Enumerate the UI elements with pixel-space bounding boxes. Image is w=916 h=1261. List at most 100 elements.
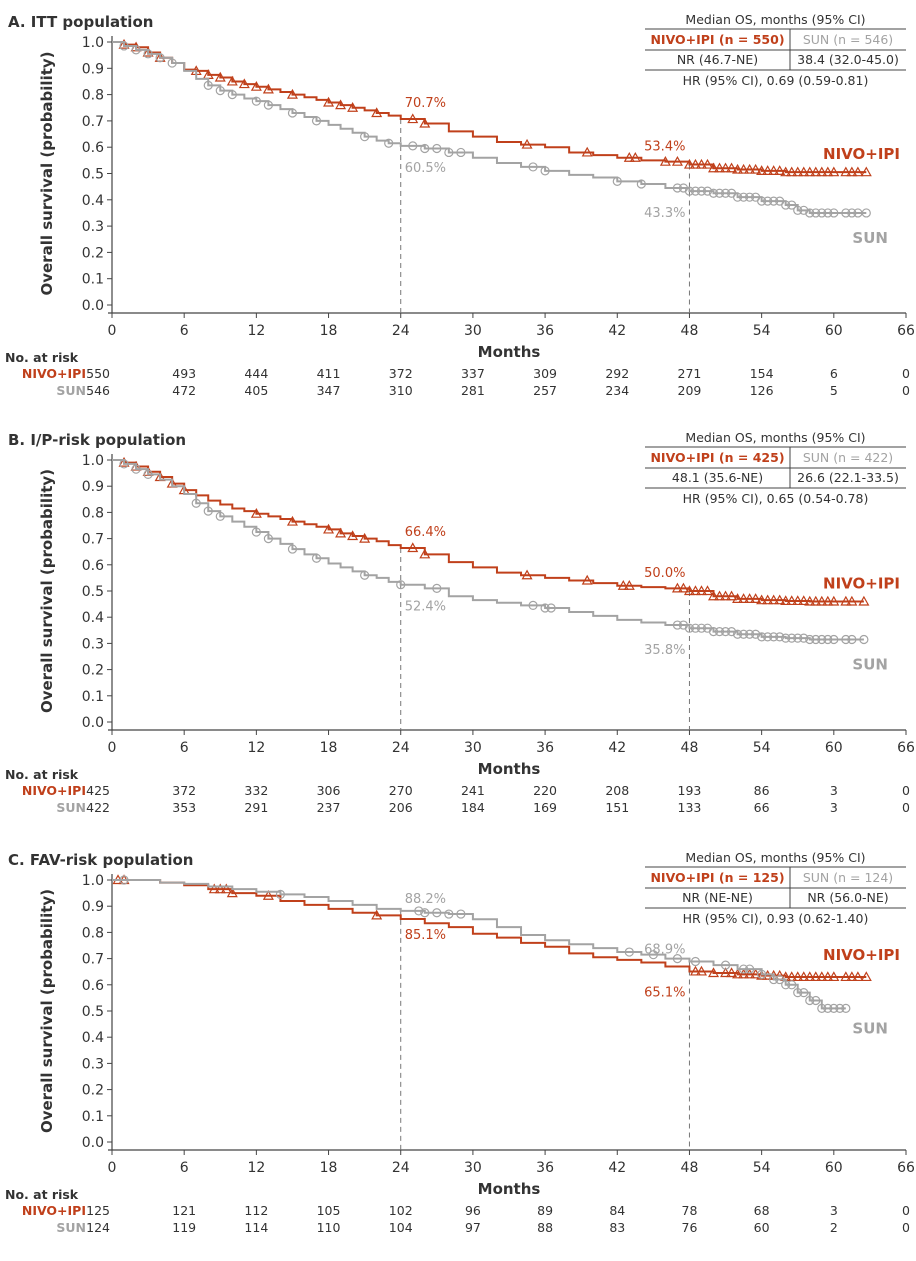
table-header: Median OS, months (95% CI) bbox=[685, 12, 865, 27]
censor-mark-sun bbox=[251, 96, 261, 106]
y-tick-label: 0.7 bbox=[82, 114, 104, 130]
annotation-nivo-ipi-24mo: 85.1% bbox=[405, 928, 446, 943]
series-end-label-sun: SUN bbox=[852, 229, 888, 247]
y-tick-label: 0.8 bbox=[82, 925, 104, 941]
x-tick-label: 30 bbox=[464, 323, 482, 339]
at-risk-count: 124 bbox=[86, 1220, 110, 1235]
at-risk-count: 372 bbox=[389, 366, 413, 381]
censor-mark-nivo-ipi bbox=[623, 580, 635, 590]
censor-mark-sun bbox=[432, 908, 442, 918]
censor-mark-sun bbox=[835, 1003, 845, 1013]
censor-mark-sun bbox=[811, 634, 821, 645]
x-tick-label: 36 bbox=[536, 323, 554, 339]
table-sun-label: SUN (n = 422) bbox=[803, 450, 893, 465]
at-risk-count: 114 bbox=[244, 1220, 268, 1235]
at-risk-count: 60 bbox=[754, 1220, 770, 1235]
censor-mark-nivo-ipi bbox=[840, 595, 852, 606]
at-risk-count: 2 bbox=[830, 1220, 838, 1235]
censor-mark-sun bbox=[861, 208, 871, 218]
censor-mark-sun bbox=[456, 909, 466, 919]
panel-1: A. ITT population Overall survival (proba… bbox=[5, 12, 915, 398]
censor-mark-sun bbox=[847, 634, 857, 645]
censor-mark-nivo-ipi bbox=[786, 166, 798, 177]
censor-mark-nivo-ipi bbox=[262, 889, 274, 900]
censor-mark-nivo-ipi bbox=[816, 595, 828, 606]
censor-mark-sun bbox=[817, 634, 827, 645]
y-tick-label: 0.0 bbox=[82, 298, 104, 314]
censor-mark-nivo-ipi bbox=[335, 527, 347, 538]
censor-mark-sun bbox=[787, 980, 797, 990]
x-tick-label: 18 bbox=[320, 1160, 338, 1176]
y-tick-label: 0.3 bbox=[82, 636, 104, 652]
censor-mark-nivo-ipi bbox=[419, 117, 431, 128]
x-tick-label: 48 bbox=[681, 1160, 699, 1176]
censor-mark-sun bbox=[155, 53, 165, 63]
censor-mark-sun bbox=[684, 186, 695, 196]
censor-mark-nivo-ipi bbox=[860, 166, 872, 177]
censor-mark-sun bbox=[805, 995, 815, 1006]
annotation-sun-24mo: 52.4% bbox=[405, 600, 446, 615]
censor-mark-sun bbox=[817, 1003, 827, 1013]
x-axis-label: Months bbox=[478, 1180, 541, 1198]
y-tick-label: 1.0 bbox=[82, 453, 104, 469]
censor-mark-sun bbox=[696, 623, 707, 633]
x-tick-label: 42 bbox=[608, 740, 626, 756]
x-tick-label: 18 bbox=[320, 740, 338, 756]
at-risk-count: 84 bbox=[609, 1203, 625, 1218]
censor-mark-sun bbox=[823, 208, 833, 218]
censor-mark-nivo-ipi bbox=[714, 590, 726, 601]
censor-mark-nivo-ipi bbox=[816, 971, 828, 982]
censor-mark-sun bbox=[720, 627, 731, 637]
table-nivo-ipi-label: NIVO+IPI (n = 425) bbox=[650, 450, 784, 465]
censor-mark-nivo-ipi bbox=[846, 971, 858, 982]
y-axis-label: Overall survival (probability) bbox=[38, 51, 56, 295]
censor-mark-sun bbox=[191, 498, 201, 508]
y-tick-label: 0.0 bbox=[82, 715, 104, 731]
panel-title: C. FAV-risk population bbox=[8, 851, 193, 869]
censor-mark-sun bbox=[119, 875, 129, 885]
censor-mark-nivo-ipi bbox=[720, 967, 732, 978]
censor-mark-nivo-ipi bbox=[720, 590, 732, 601]
censor-mark-nivo-ipi bbox=[726, 590, 738, 601]
table-hazard-ratio: HR (95% CI), 0.69 (0.59-0.81) bbox=[683, 73, 869, 88]
y-tick-label: 1.0 bbox=[82, 35, 104, 51]
series-line-nivo-ipi bbox=[112, 879, 867, 978]
annotation-nivo-ipi-48mo: 65.1% bbox=[644, 985, 685, 1000]
annotation-sun-24mo: 88.2% bbox=[405, 892, 446, 907]
censor-mark-nivo-ipi bbox=[822, 971, 834, 982]
censor-mark-sun bbox=[781, 200, 791, 210]
censor-mark-nivo-ipi bbox=[286, 88, 298, 99]
x-tick-label: 54 bbox=[753, 323, 771, 339]
table-hazard-ratio: HR (95% CI), 0.65 (0.54-0.78) bbox=[683, 491, 869, 506]
censor-mark-sun bbox=[672, 953, 683, 964]
censor-mark-nivo-ipi bbox=[828, 971, 840, 982]
at-risk-count: 0 bbox=[902, 800, 910, 815]
censor-mark-nivo-ipi bbox=[208, 883, 220, 894]
at-risk-count: 184 bbox=[461, 800, 485, 815]
censor-mark-nivo-ipi bbox=[701, 158, 714, 169]
censor-mark-nivo-ipi bbox=[707, 162, 720, 173]
at-risk-count: 121 bbox=[172, 1203, 196, 1218]
censor-mark-nivo-ipi bbox=[858, 595, 870, 606]
panel-title: A. ITT population bbox=[8, 13, 153, 31]
censor-mark-sun bbox=[432, 143, 442, 154]
at-risk-count: 96 bbox=[465, 1203, 481, 1218]
x-tick-label: 66 bbox=[897, 740, 915, 756]
y-tick-label: 0.2 bbox=[82, 663, 104, 679]
censor-mark-nivo-ipi bbox=[695, 585, 708, 596]
at-risk-count: 292 bbox=[605, 366, 629, 381]
censor-mark-nivo-ipi bbox=[521, 138, 533, 149]
censor-mark-nivo-ipi bbox=[852, 971, 864, 982]
censor-mark-sun bbox=[408, 141, 418, 151]
censor-mark-sun bbox=[528, 162, 538, 172]
series-line-sun bbox=[112, 41, 867, 214]
y-tick-label: 0.7 bbox=[82, 532, 104, 548]
series-end-label-sun: SUN bbox=[852, 655, 888, 673]
censor-mark-nivo-ipi bbox=[852, 166, 864, 177]
x-tick-label: 0 bbox=[108, 740, 117, 756]
at-risk-count: 112 bbox=[244, 1203, 268, 1218]
censor-mark-sun bbox=[745, 964, 755, 974]
censor-mark-nivo-ipi bbox=[726, 967, 738, 978]
